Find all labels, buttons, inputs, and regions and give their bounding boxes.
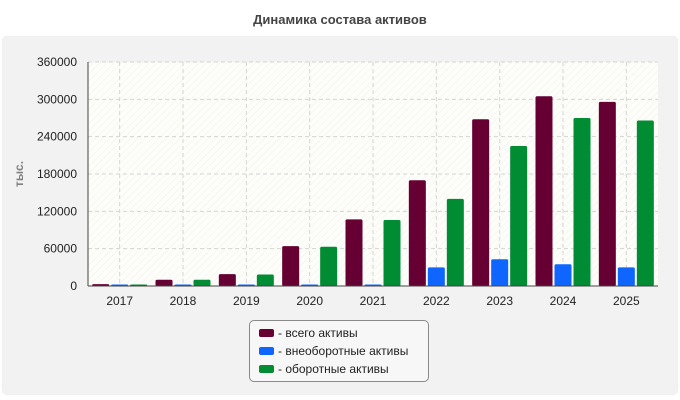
- x-tick-label: 2025: [613, 294, 640, 308]
- bars: [92, 96, 654, 286]
- bar: [345, 219, 363, 286]
- bar: [446, 198, 464, 286]
- x-tick-label: 2023: [486, 294, 513, 308]
- bar: [193, 279, 211, 286]
- x-tick-label: 2024: [550, 294, 577, 308]
- bar: [427, 267, 445, 286]
- legend-item: - оборотные активы: [259, 360, 428, 378]
- chart-title: Динамика состава активов: [253, 12, 427, 27]
- gridlines: [88, 61, 658, 286]
- x-tick-label: 2021: [360, 294, 387, 308]
- bar: [472, 119, 490, 286]
- legend-swatch: [259, 347, 274, 355]
- x-tick-label: 2022: [423, 294, 450, 308]
- bar: [218, 274, 236, 286]
- bar: [256, 274, 274, 286]
- bar: [155, 279, 173, 286]
- y-tick-label: 60000: [44, 242, 78, 256]
- chart-legend: - всего активы - внеоборотные активы - обо…: [249, 320, 429, 382]
- legend-item: - всего активы: [259, 324, 428, 342]
- bar: [491, 259, 509, 286]
- bar: [617, 267, 635, 286]
- bar: [636, 120, 654, 286]
- legend-swatch: [259, 365, 274, 373]
- legend-label: - всего активы: [278, 326, 358, 340]
- bar: [535, 96, 553, 286]
- bar: [510, 146, 528, 286]
- y-tick-label: 360000: [37, 55, 77, 69]
- x-tick-label: 2020: [296, 294, 323, 308]
- y-tick-label: 180000: [37, 167, 77, 181]
- y-tick-label: 0: [70, 279, 77, 293]
- bar: [320, 246, 338, 286]
- y-tick-label: 300000: [37, 92, 77, 106]
- x-tick-label: 2017: [106, 294, 133, 308]
- legend-item: - внеоборотные активы: [259, 342, 428, 360]
- x-tick-label: 2019: [233, 294, 260, 308]
- legend-label: - внеоборотные активы: [278, 344, 409, 358]
- y-axis-label: тыс.: [12, 161, 26, 187]
- x-tick-label: 2018: [170, 294, 197, 308]
- axes: 0 60000 120000 180000 240000 300000 360000 2017…: [37, 55, 658, 308]
- legend-label: - оборотные активы: [278, 362, 389, 376]
- legend-swatch: [259, 329, 274, 337]
- bar: [282, 246, 300, 286]
- bar: [554, 264, 572, 286]
- bar: [598, 101, 616, 286]
- bar: [408, 180, 426, 286]
- y-tick-label: 120000: [37, 204, 77, 218]
- y-tick-label: 240000: [37, 130, 77, 144]
- bar: [573, 118, 591, 286]
- bar: [383, 220, 401, 286]
